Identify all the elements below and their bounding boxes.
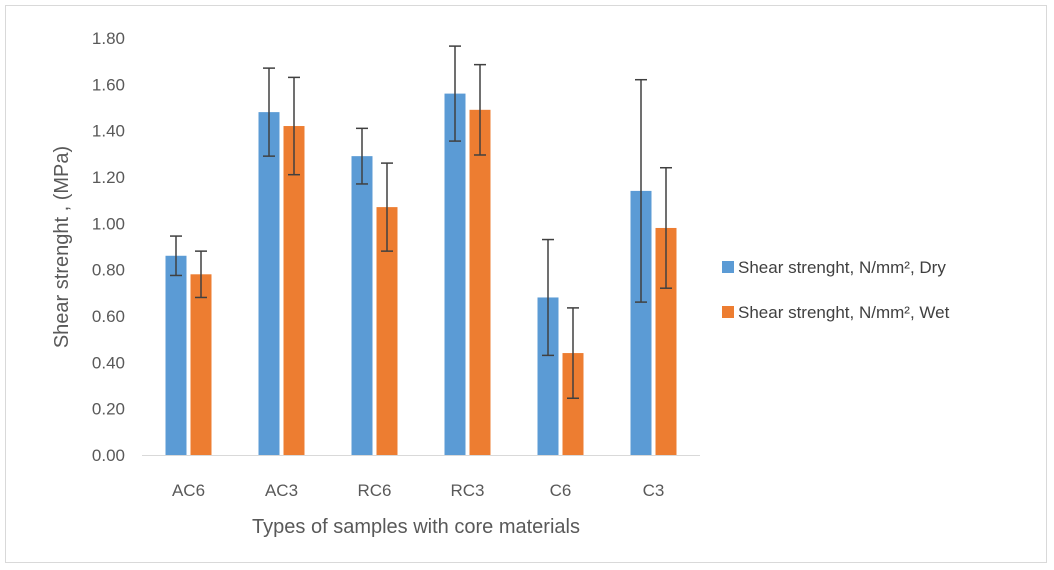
x-tick-label: C6 — [550, 481, 572, 500]
y-tick-label: 1.00 — [92, 214, 125, 233]
bar-wet-ac6 — [190, 274, 212, 455]
x-tick-label: AC3 — [265, 481, 298, 500]
error-bar-group — [170, 45, 672, 399]
x-axis-title: Types of samples with core materials — [252, 516, 580, 538]
error-bar-dry-ac6 — [170, 235, 182, 277]
y-tick-label: 1.80 — [92, 29, 125, 48]
error-bar-dry-rc6 — [356, 127, 368, 185]
error-bar-wet-rc3 — [474, 63, 486, 156]
bar-dry-ac6 — [165, 255, 187, 455]
bar-wet-rc6 — [376, 207, 398, 455]
error-bar-dry-rc3 — [449, 45, 461, 142]
y-tick-label: 0.00 — [92, 446, 125, 465]
legend-swatch — [722, 261, 734, 273]
y-tick-label: 0.20 — [92, 400, 125, 419]
bar-wet-c3 — [655, 227, 677, 455]
y-axis-title: Shear strenght , (MPa) — [51, 146, 73, 348]
bar-wet-ac3 — [283, 126, 305, 456]
error-bar-wet-ac3 — [288, 76, 300, 176]
error-bar-wet-c6 — [567, 307, 579, 399]
x-axis-tick-labels: AC6 AC3 RC6 RC3 C6 C3 — [172, 481, 664, 500]
legend-item-wet: Shear strenght, N/mm², Wet — [722, 303, 950, 322]
y-tick-label: 1.60 — [92, 75, 125, 94]
legend-label: Shear strenght, N/mm², Dry — [738, 258, 946, 277]
bar-dry-c3 — [630, 190, 652, 455]
bar-dry-rc6 — [351, 156, 373, 455]
error-bar-dry-ac3 — [263, 67, 275, 157]
y-axis-tick-labels: 0.00 0.20 0.40 0.60 0.80 1.00 1.20 1.40 1.60 1.80 — [92, 29, 125, 465]
bar-group — [165, 93, 677, 456]
y-tick-label: 0.40 — [92, 353, 125, 372]
bar-wet-c6 — [562, 353, 584, 455]
bar-wet-rc3 — [469, 109, 491, 456]
y-tick-label: 0.80 — [92, 261, 125, 280]
bar-dry-c6 — [537, 297, 559, 455]
bar-dry-ac3 — [258, 112, 280, 455]
bar-dry-rc3 — [444, 93, 466, 455]
x-tick-label: RC3 — [450, 481, 484, 500]
error-bar-dry-c3 — [635, 78, 647, 303]
legend-item-dry: Shear strenght, N/mm², Dry — [722, 258, 946, 277]
error-bar-dry-c6 — [542, 238, 554, 357]
legend: Shear strenght, N/mm², Dry Shear strenght… — [722, 258, 950, 322]
y-tick-label: 1.40 — [92, 122, 125, 141]
legend-label: Shear strenght, N/mm², Wet — [738, 303, 950, 322]
legend-swatch — [722, 306, 734, 318]
error-bar-wet-ac6 — [195, 250, 207, 299]
y-tick-label: 0.60 — [92, 307, 125, 326]
y-tick-label: 1.20 — [92, 168, 125, 187]
error-bar-wet-c3 — [660, 166, 672, 289]
x-tick-label: C3 — [643, 481, 665, 500]
x-tick-label: AC6 — [172, 481, 205, 500]
error-bar-wet-rc6 — [381, 162, 393, 252]
x-tick-label: RC6 — [357, 481, 391, 500]
